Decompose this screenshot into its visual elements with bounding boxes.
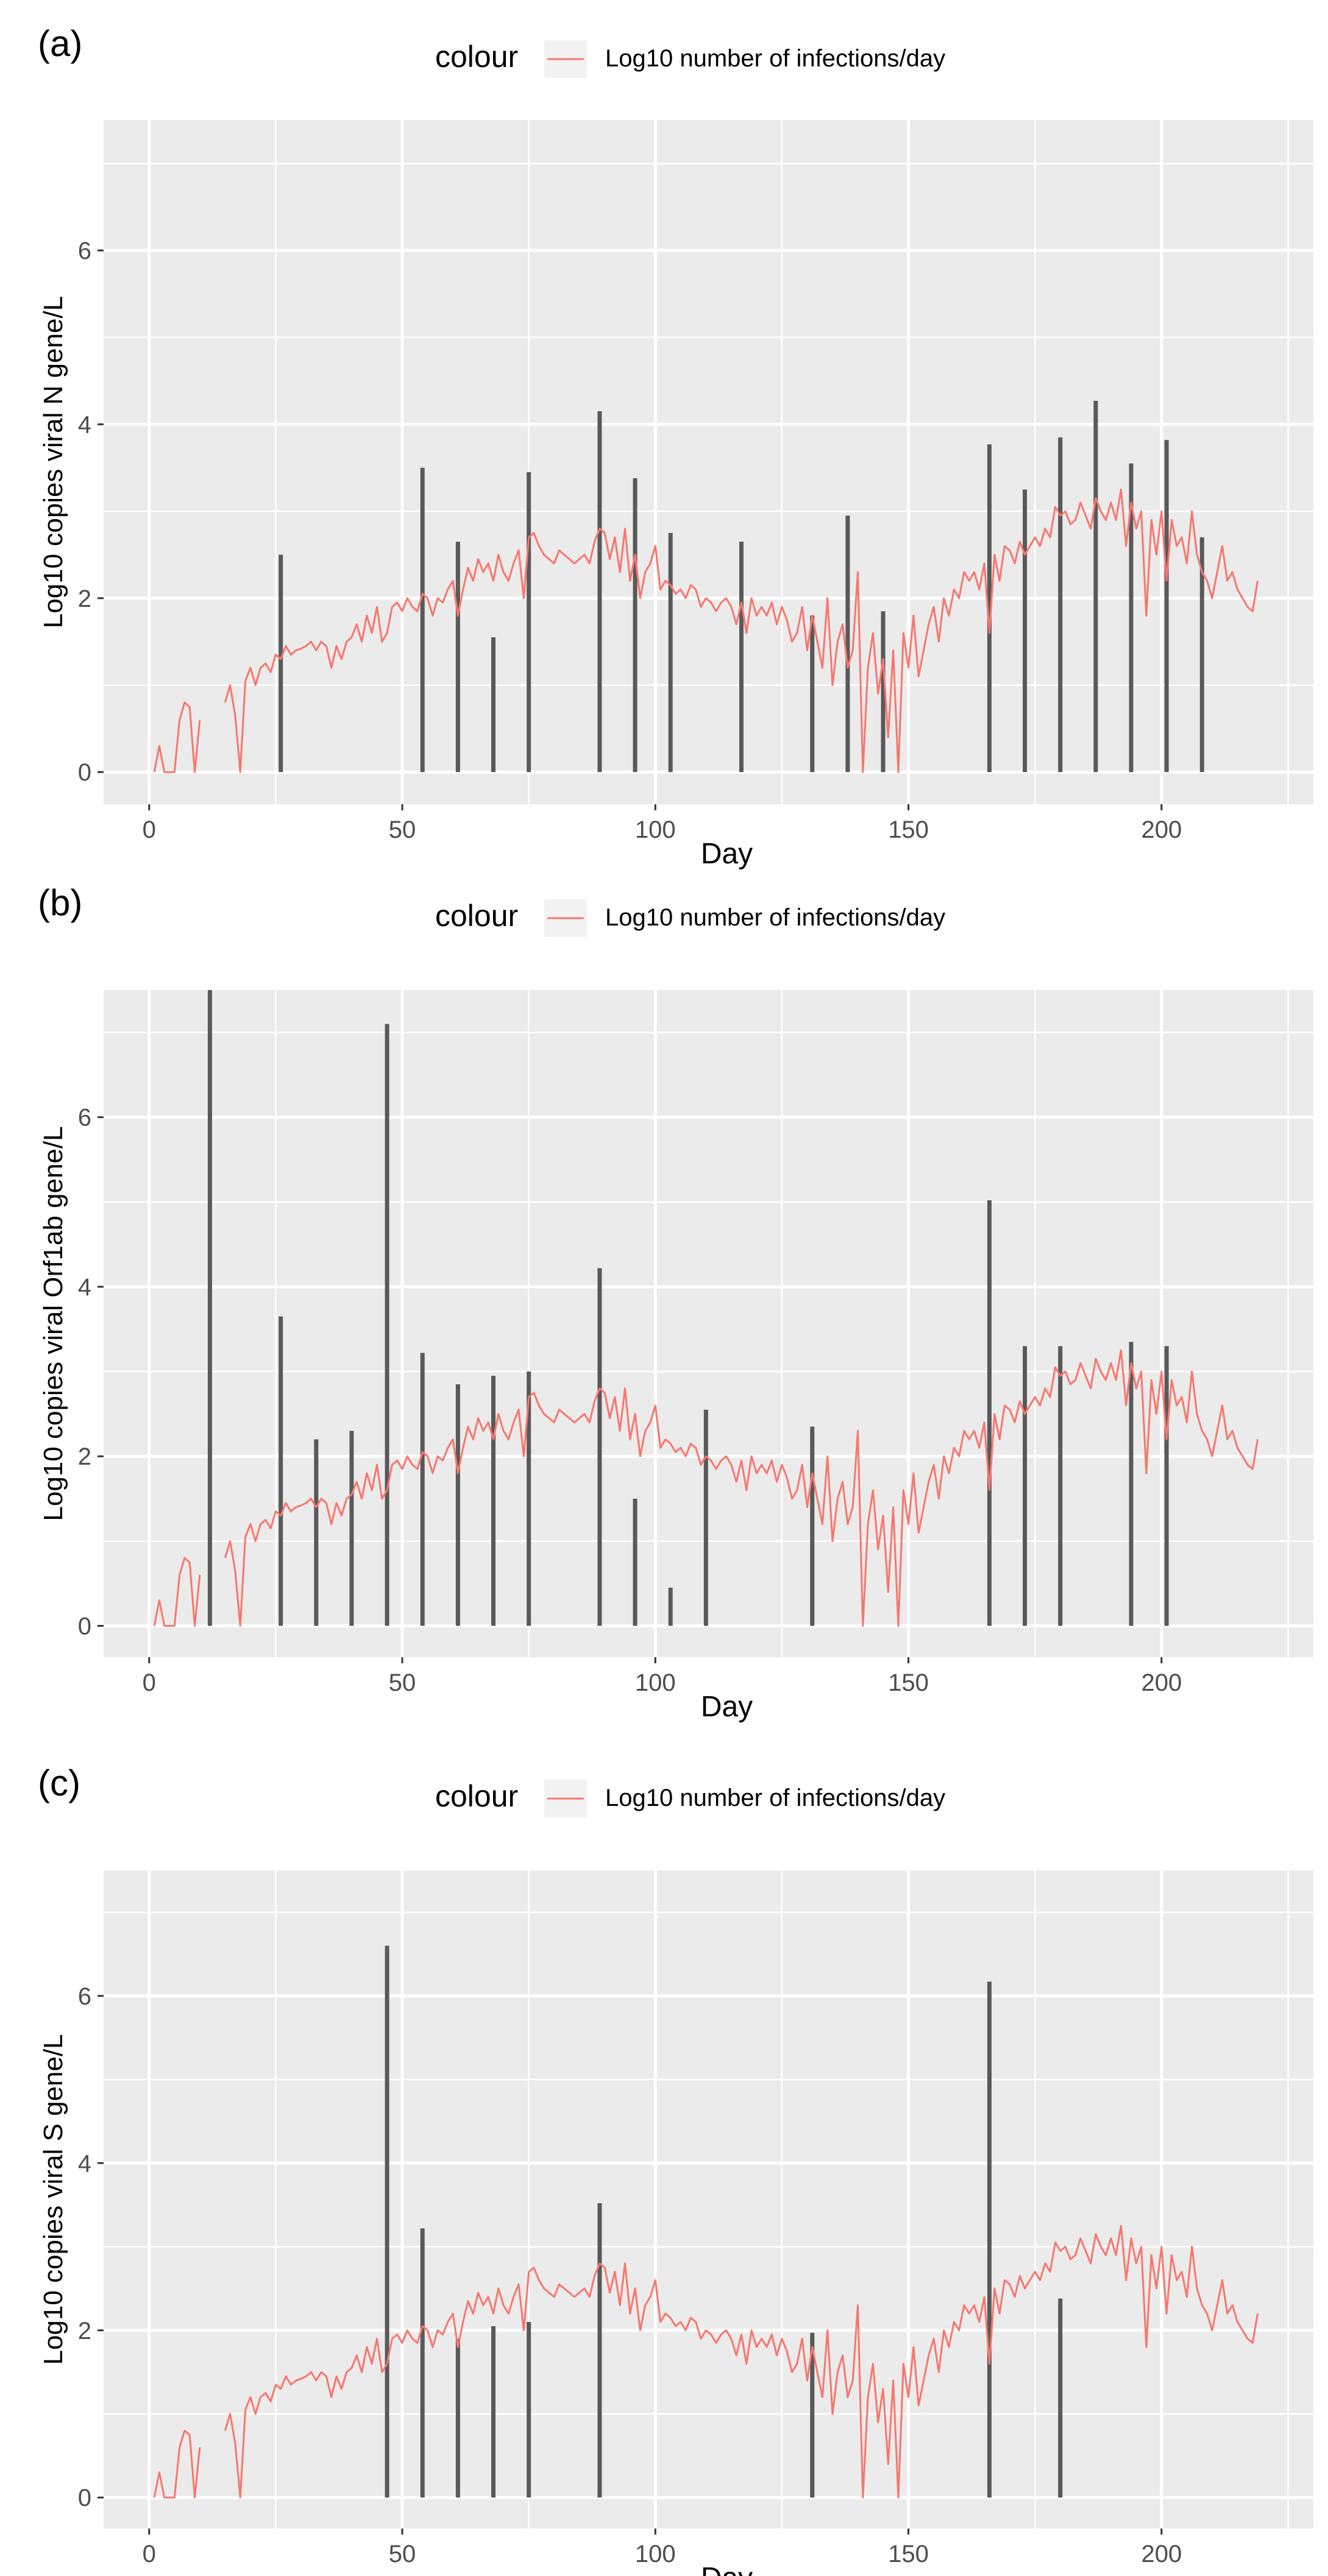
panel-label: (a) bbox=[38, 23, 82, 64]
legend-label: Log10 number of infections/day bbox=[605, 1785, 945, 1811]
y-tick-label: 6 bbox=[78, 1983, 91, 2010]
legend-title: colour bbox=[435, 1779, 518, 1813]
chart-panel-a: (a) colour Log10 number of infections/day 0… bbox=[38, 23, 1313, 870]
x-tick-label: 150 bbox=[888, 1669, 929, 1696]
panel-label: (b) bbox=[38, 882, 82, 923]
x-tick-label: 150 bbox=[888, 816, 929, 843]
axes: 0 50 100 150 200 0 2 4 6 Day Log10 copies viral N … bbox=[38, 238, 1182, 870]
bar-series bbox=[207, 990, 1169, 1626]
y-tick-label: 4 bbox=[78, 1274, 91, 1301]
x-axis-title: Day bbox=[701, 1691, 753, 1723]
x-tick-label: 0 bbox=[143, 2541, 156, 2567]
gridlines bbox=[104, 120, 1313, 804]
bar-series bbox=[385, 1945, 1063, 2498]
infections-line bbox=[153, 1349, 1259, 1627]
x-tick-label: 100 bbox=[635, 1669, 676, 1696]
x-tick-label: 0 bbox=[143, 1669, 156, 1696]
x-tick-label: 100 bbox=[635, 816, 676, 843]
chart-panel-c: (c) colour Log10 number of infections/day 0… bbox=[38, 1763, 1313, 2576]
plot-panel bbox=[104, 1870, 1313, 2528]
y-tick-label: 0 bbox=[78, 1613, 91, 1640]
gridlines bbox=[104, 990, 1313, 1657]
x-axis-title: Day bbox=[701, 838, 753, 870]
y-tick-label: 4 bbox=[78, 2150, 91, 2177]
x-tick-label: 200 bbox=[1141, 816, 1182, 843]
y-tick-label: 0 bbox=[78, 2485, 91, 2511]
infections-line bbox=[153, 2224, 1259, 2499]
y-tick-label: 6 bbox=[78, 1105, 91, 1131]
y-tick-label: 2 bbox=[78, 586, 91, 612]
legend-label: Log10 number of infections/day bbox=[605, 45, 945, 72]
legend-title: colour bbox=[435, 40, 518, 74]
y-axis-title: Log10 copies viral Orf1ab gene/L bbox=[38, 1126, 68, 1521]
y-axis-title: Log10 copies viral S gene/L bbox=[38, 2034, 68, 2365]
y-axis-title: Log10 copies viral N gene/L bbox=[38, 296, 68, 628]
x-tick-label: 100 bbox=[635, 2541, 676, 2567]
y-tick-label: 4 bbox=[78, 411, 91, 438]
y-tick-label: 2 bbox=[78, 2318, 91, 2344]
legend: colour Log10 number of infections/day bbox=[435, 40, 945, 78]
axes: 0 50 100 150 200 0 2 4 6 Day Log10 copies viral S … bbox=[38, 1983, 1182, 2576]
gridlines bbox=[104, 1870, 1313, 2528]
y-tick-label: 0 bbox=[78, 759, 91, 786]
x-tick-label: 150 bbox=[888, 2541, 929, 2567]
y-tick-label: 2 bbox=[78, 1443, 91, 1470]
axes: 0 50 100 150 200 0 2 4 6 Day Log10 copies viral Or… bbox=[38, 1105, 1182, 1723]
legend: colour Log10 number of infections/day bbox=[435, 1779, 945, 1817]
infections-line bbox=[153, 488, 1259, 773]
x-tick-label: 200 bbox=[1141, 1669, 1182, 1696]
x-axis-title: Day bbox=[701, 2562, 753, 2576]
legend-label: Log10 number of infections/day bbox=[605, 904, 945, 931]
legend: colour Log10 number of infections/day bbox=[435, 899, 945, 937]
x-tick-label: 0 bbox=[143, 816, 156, 843]
x-tick-label: 50 bbox=[389, 2541, 416, 2567]
legend-title: colour bbox=[435, 899, 518, 933]
plot-panel bbox=[104, 990, 1313, 1657]
panel-label: (c) bbox=[38, 1763, 80, 1803]
plot-panel bbox=[104, 120, 1313, 804]
x-tick-label: 50 bbox=[389, 816, 416, 843]
chart-panel-b: (b) colour Log10 number of infections/day 0… bbox=[38, 882, 1313, 1723]
x-tick-label: 50 bbox=[389, 1669, 416, 1696]
bar-series bbox=[279, 400, 1204, 773]
y-tick-label: 6 bbox=[78, 238, 91, 264]
x-tick-label: 200 bbox=[1141, 2541, 1182, 2567]
